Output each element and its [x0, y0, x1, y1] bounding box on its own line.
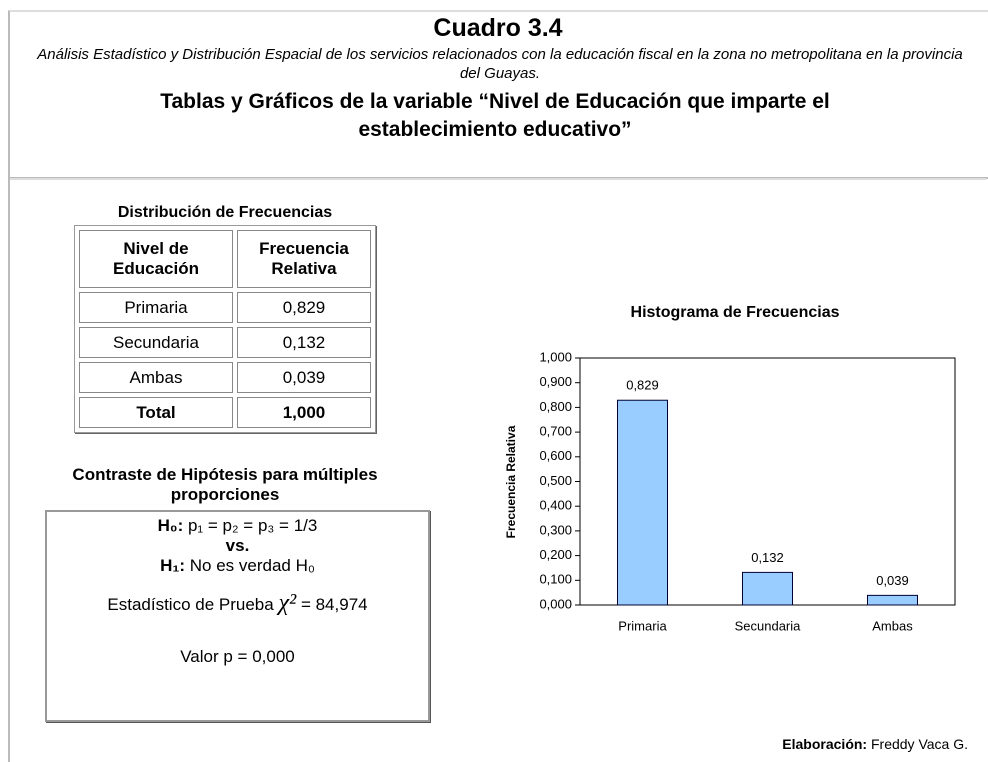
statistic-label: Estadístico de Prueba: [107, 595, 274, 614]
bar: [867, 594, 918, 606]
cell: 0,039: [237, 362, 371, 393]
bar: [742, 571, 793, 606]
statistic-value: = 84,974: [300, 595, 368, 614]
chart-title: Histograma de Frecuencias: [631, 304, 840, 321]
vs: vs.: [225, 536, 250, 555]
column-header: Nivel de Educación: [79, 230, 233, 288]
x-tick-label: Ambas: [872, 618, 913, 633]
h1-label: H₁:: [160, 556, 186, 575]
y-axis-label: Frecuencia Relativa: [504, 425, 518, 538]
footer-author: Freddy Vaca G.: [870, 736, 968, 752]
header-title: Cuadro 3.4: [433, 14, 563, 42]
y-tick-label: 0,200: [539, 547, 572, 562]
y-tick-label: 0,600: [539, 448, 572, 463]
footer-label: Elaboración:: [782, 736, 868, 752]
y-tick-label: 0,500: [539, 473, 572, 488]
h0-label: H₀:: [157, 516, 184, 535]
cell: Primaria: [79, 292, 233, 323]
data-label: 0,039: [876, 573, 909, 588]
h1-text: No es verdad H₀: [189, 556, 315, 575]
y-tick-label: 0,900: [539, 374, 572, 389]
divider: [8, 178, 10, 762]
total-cell: Total: [79, 397, 233, 428]
column-header: Frecuencia Relativa: [237, 230, 371, 288]
y-tick-label: 0,100: [539, 572, 572, 587]
data-label: 0,829: [626, 378, 659, 393]
y-tick-label: 0,000: [539, 596, 572, 611]
frequency-table: Nivel de Educación Frecuencia Relativa P…: [74, 225, 376, 433]
hypothesis-box: H₀: p₁ = p₂ = p₃ = 1/3 vs. H₁: No es ver…: [45, 510, 430, 722]
bar: [617, 399, 668, 606]
cell: Secundaria: [79, 327, 233, 358]
hypothesis-title: Contraste de Hipótesis para múltiples pr…: [72, 465, 378, 504]
total-cell: 1,000: [237, 397, 371, 428]
data-label: 0,132: [751, 550, 784, 565]
footer: Elaboración: Freddy Vaca G.: [782, 736, 968, 752]
x-tick-label: Primaria: [618, 618, 667, 633]
cell: 0,132: [237, 327, 371, 358]
y-tick-label: 0,700: [539, 424, 572, 439]
h0-text: p₁ = p₂ = p₃ = 1/3: [187, 516, 318, 535]
divider: [8, 178, 986, 180]
header-subtitle: Análisis Estadístico y Distribución Espa…: [37, 46, 963, 82]
cell: 0,829: [237, 292, 371, 323]
p-value: Valor p = 0,000: [180, 647, 295, 666]
header-heading: Tablas y Gráficos de la variable “Nivel …: [160, 90, 830, 141]
statistic-symbol: χ²: [278, 590, 297, 616]
x-tick-label: Secundaria: [735, 618, 802, 633]
chart: Histograma de Frecuencias Frecuencia Rel…: [504, 304, 956, 633]
y-tick-label: 0,800: [539, 399, 572, 414]
y-tick-label: 1,000: [539, 349, 572, 364]
y-tick-label: 0,300: [539, 522, 572, 537]
table-title: Distribución de Frecuencias: [117, 204, 333, 221]
y-tick-label: 0,400: [539, 498, 572, 513]
cell: Ambas: [79, 362, 233, 393]
